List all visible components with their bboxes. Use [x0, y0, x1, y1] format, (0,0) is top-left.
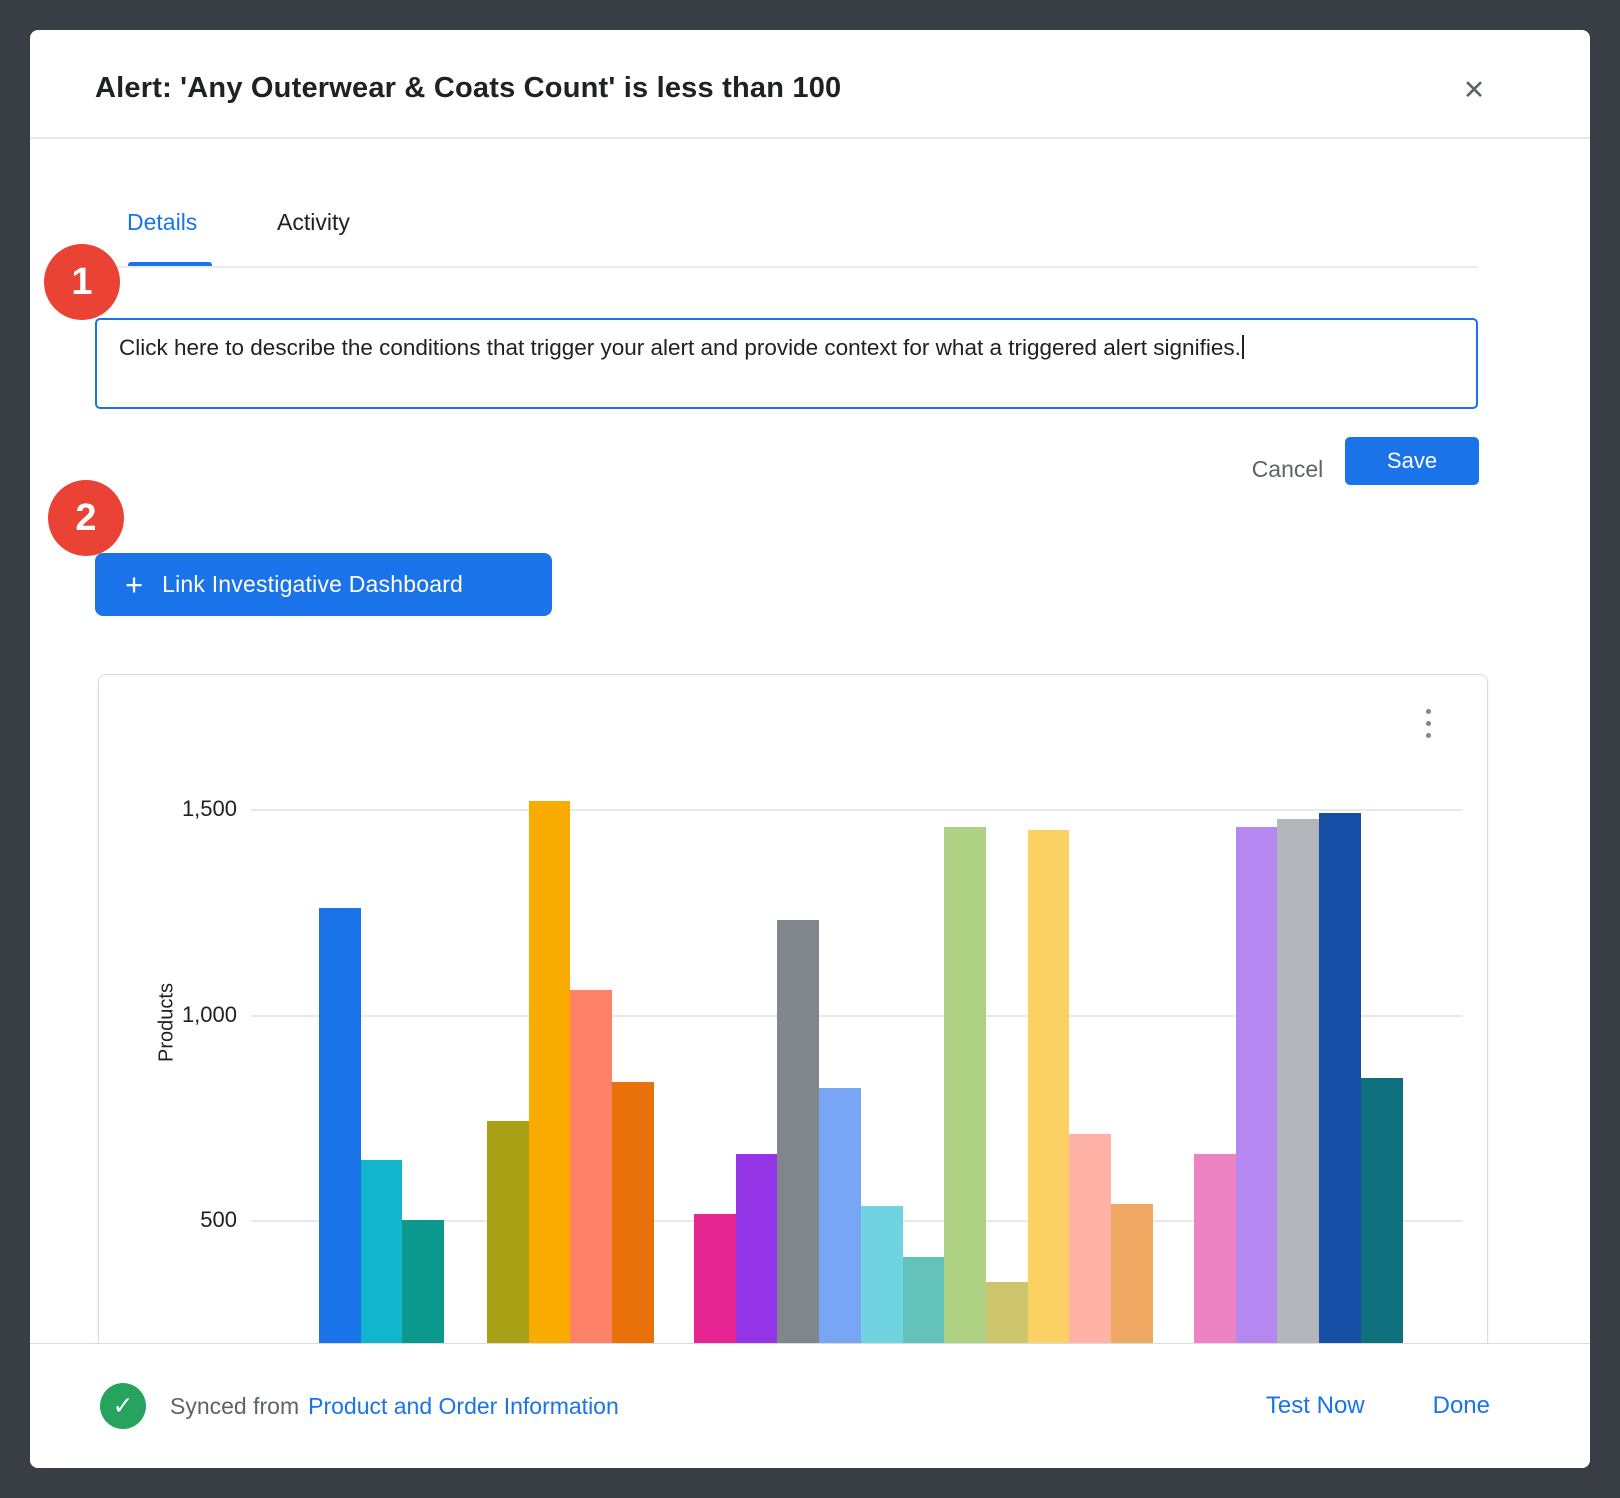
sync-status: ✓ Synced from Product and Order Informat…	[100, 1383, 619, 1429]
y-tick-label: 1,000	[181, 1002, 237, 1027]
bar[interactable]	[1319, 813, 1361, 1343]
active-tab-indicator	[128, 262, 212, 267]
link-button-label: Link Investigative Dashboard	[162, 571, 464, 597]
synced-from-text: Synced from	[170, 1392, 300, 1419]
bar[interactable]	[1069, 1134, 1111, 1343]
bar[interactable]	[694, 1214, 736, 1343]
bar[interactable]	[1194, 1154, 1236, 1343]
description-textarea[interactable]: Click here to describe the conditions th…	[95, 318, 1478, 409]
check-glyph: ✓	[112, 1392, 134, 1420]
tab-activity[interactable]: Activity	[277, 209, 350, 235]
bar[interactable]	[1361, 1078, 1403, 1343]
bar-chart: 1,500 1,000 500	[99, 675, 1487, 1343]
done-button[interactable]: Done	[1432, 1392, 1490, 1419]
gridline	[251, 1015, 1463, 1017]
bar[interactable]	[319, 908, 361, 1343]
bar[interactable]	[861, 1206, 903, 1343]
bar[interactable]	[736, 1154, 777, 1343]
y-axis-label: Products	[155, 983, 178, 1062]
tabs-divider	[95, 266, 1478, 268]
bar[interactable]	[819, 1088, 861, 1343]
bar[interactable]	[529, 801, 570, 1343]
bar[interactable]	[612, 1082, 654, 1343]
bar[interactable]	[777, 920, 819, 1343]
sync-check-icon: ✓	[100, 1383, 146, 1429]
kebab-menu-icon[interactable]	[1417, 709, 1439, 738]
test-now-button[interactable]: Test Now	[1265, 1392, 1365, 1419]
bar[interactable]	[402, 1220, 444, 1343]
save-button[interactable]: Save	[1345, 437, 1479, 485]
bar[interactable]	[1111, 1204, 1153, 1343]
text-cursor	[1241, 335, 1244, 359]
cancel-button[interactable]: Cancel	[1251, 456, 1324, 482]
annotation-badge-2: 2	[48, 480, 124, 556]
link-investigative-dashboard-button[interactable]: + Link Investigative Dashboard	[95, 553, 552, 616]
bar[interactable]	[944, 827, 986, 1343]
bar[interactable]	[487, 1121, 529, 1343]
bar[interactable]	[986, 1282, 1028, 1343]
bar[interactable]	[1236, 827, 1277, 1343]
annotation-badge-1: 1	[44, 244, 120, 320]
dialog-title: Alert: 'Any Outerwear & Coats Count' is …	[95, 72, 842, 104]
tab-details[interactable]: Details	[127, 209, 198, 235]
footer-actions: Test Now Done	[1266, 1392, 1490, 1420]
bar[interactable]	[361, 1160, 402, 1343]
bar[interactable]	[570, 990, 612, 1343]
chart-card: 1,500 1,000 500 Products	[98, 674, 1488, 1343]
close-icon[interactable]: ✕	[1462, 75, 1486, 105]
dialog-footer: ✓ Synced from Product and Order Informat…	[30, 1343, 1590, 1468]
bar[interactable]	[1277, 819, 1319, 1343]
bar[interactable]	[1028, 830, 1069, 1343]
gridline	[251, 809, 1463, 811]
synced-source-link[interactable]: Product and Order Information	[308, 1392, 619, 1419]
plus-icon: +	[125, 567, 144, 602]
alert-dialog: Alert: 'Any Outerwear & Coats Count' is …	[30, 30, 1590, 1468]
y-tick-label: 1,500	[181, 796, 237, 821]
bar[interactable]	[903, 1257, 944, 1343]
description-text: Click here to describe the conditions th…	[119, 335, 1241, 360]
header-divider	[30, 137, 1590, 139]
y-tick-label: 500	[200, 1207, 237, 1232]
